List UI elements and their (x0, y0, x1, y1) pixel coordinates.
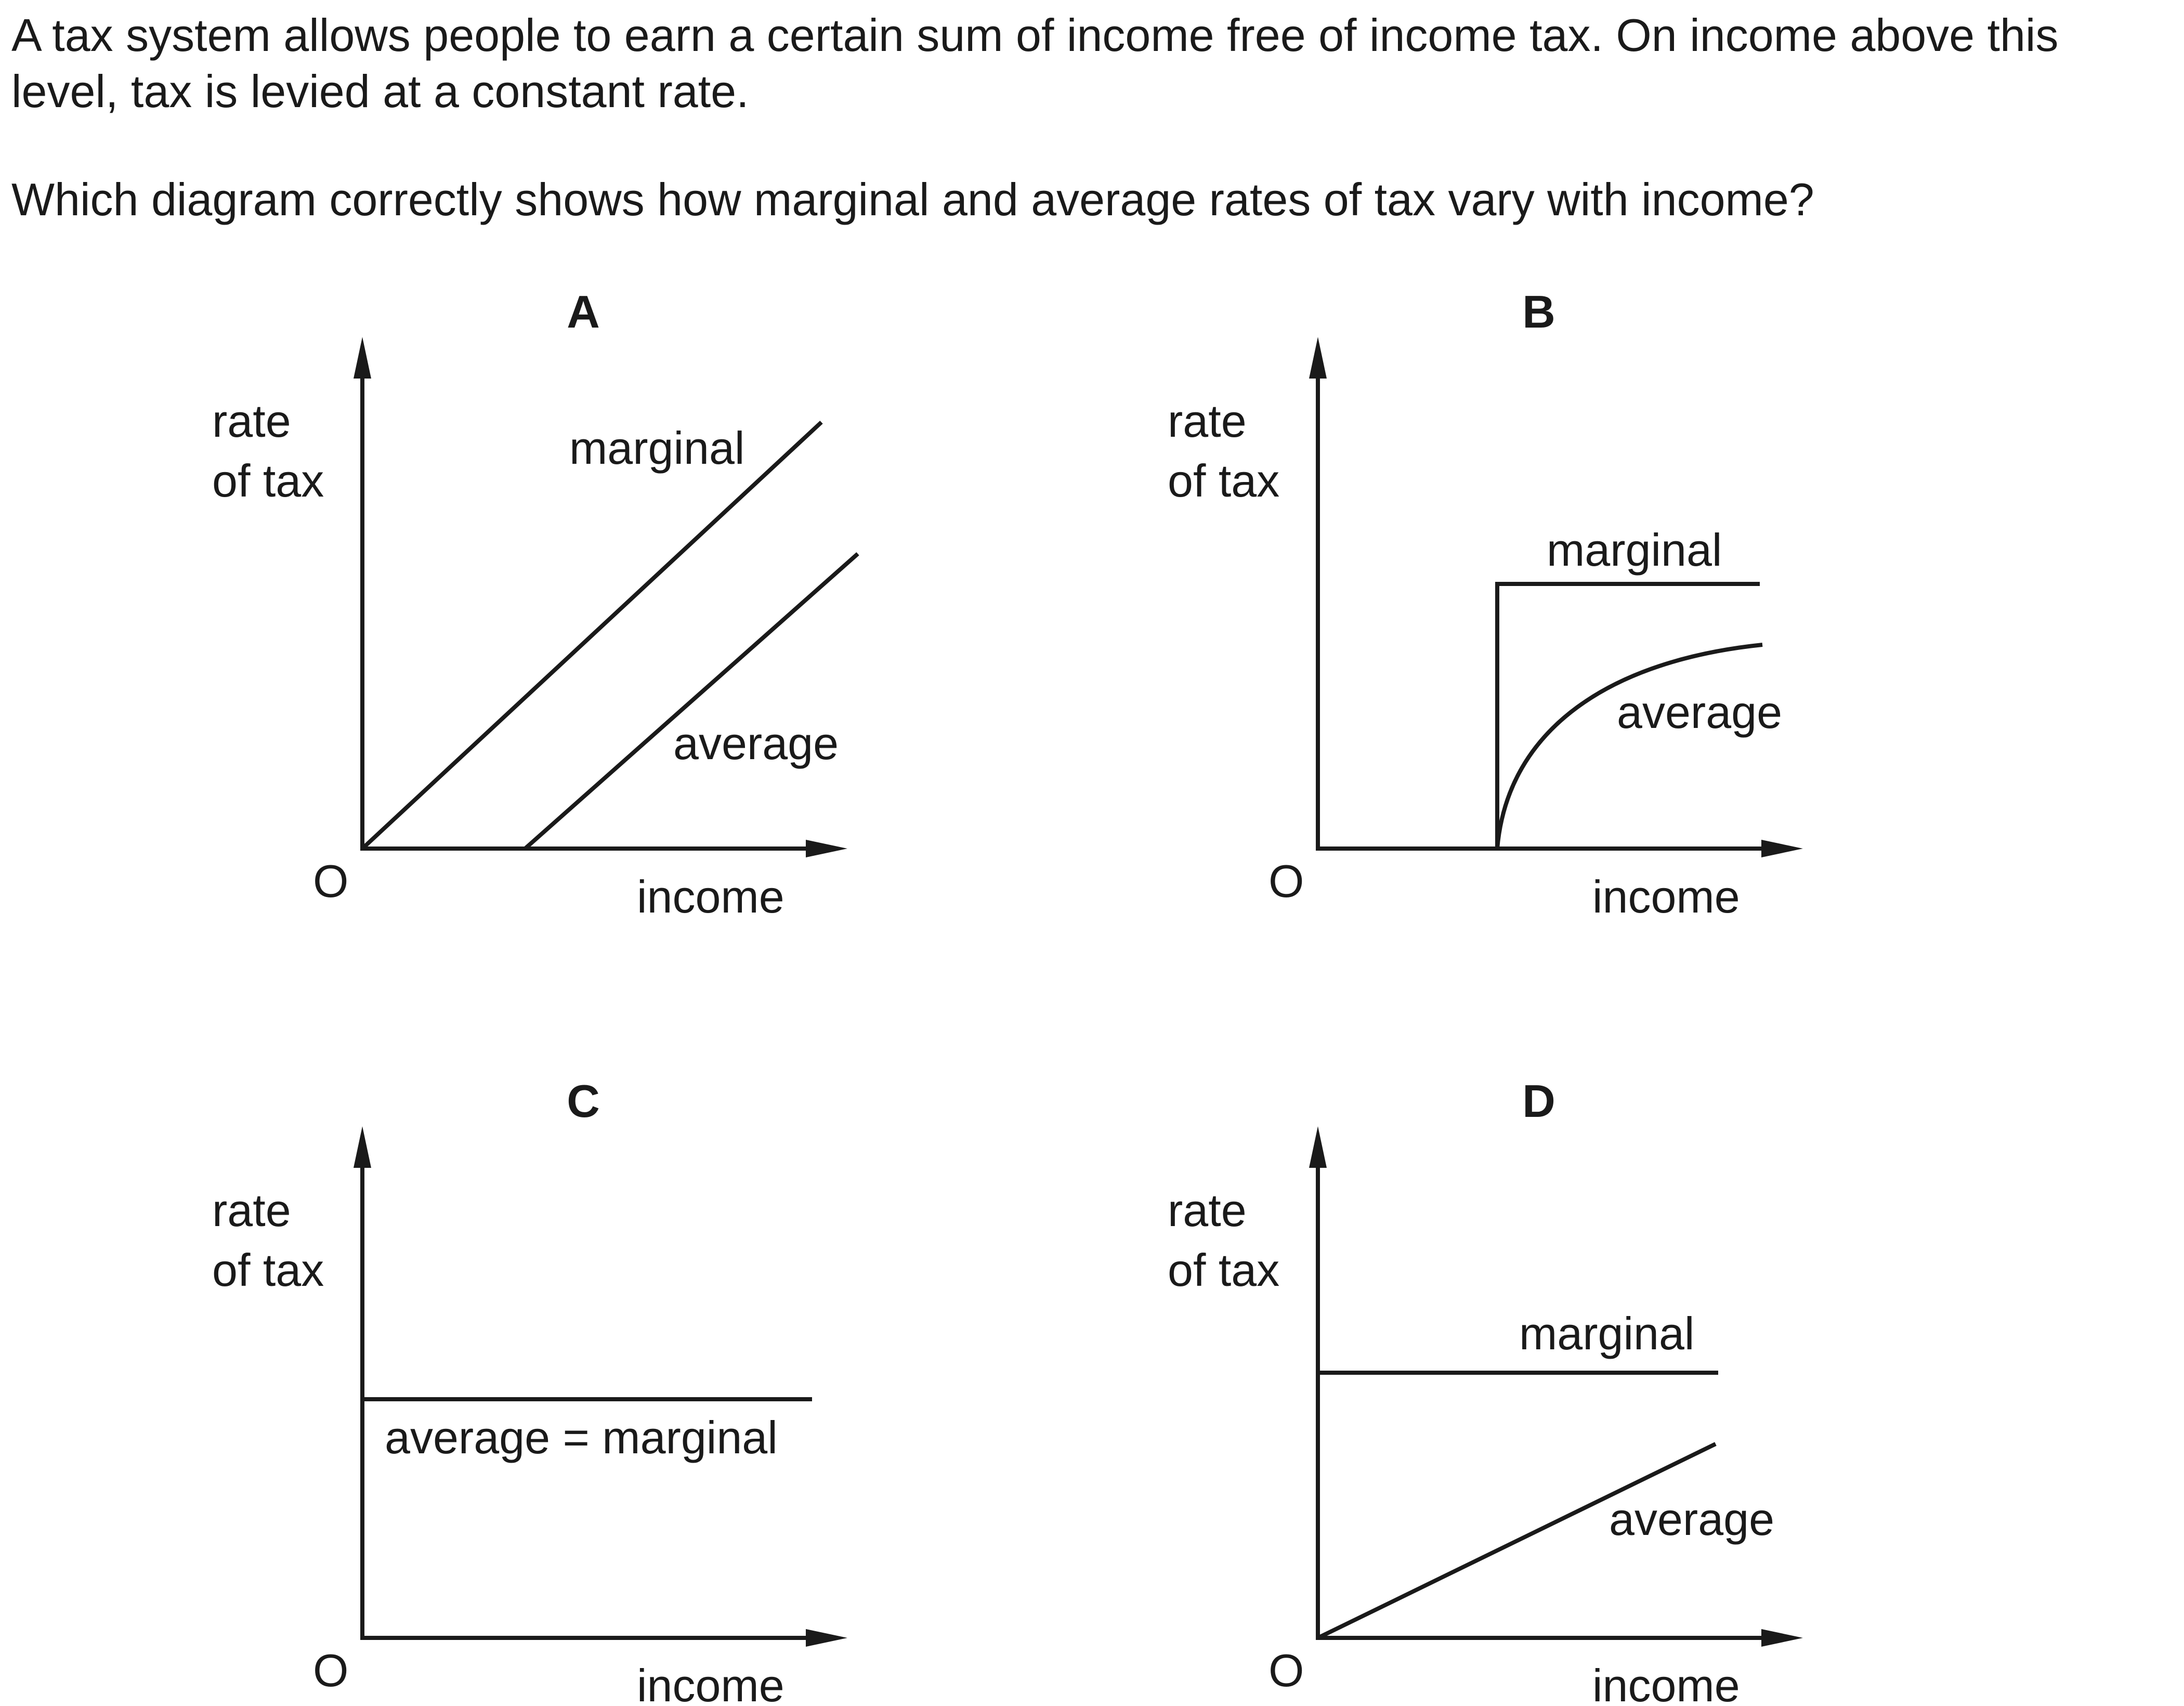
diagram-a-y-arrow (354, 337, 371, 379)
diagram-d-y-arrow (1309, 1126, 1327, 1168)
diagram-a-average-line (524, 552, 859, 850)
diagram-d-y-label-line1: rate (1168, 1184, 1247, 1236)
diagram-d-marginal-label: marginal (1519, 1308, 1694, 1359)
diagram-c-combined-label: average = marginal (385, 1412, 778, 1463)
diagram-b-average-label: average (1617, 686, 1782, 738)
diagram-b-letter: B (1522, 286, 1555, 337)
diagram-d: D rate of tax O income marginal average (1168, 1075, 1803, 1706)
diagram-b-marginal-line (1495, 582, 1760, 849)
diagram-b-y-label-line1: rate (1168, 395, 1247, 447)
diagram-a-origin: O (313, 855, 348, 907)
diagram-c-x-arrow (806, 1629, 847, 1647)
diagram-b-x-label: income (1592, 871, 1740, 922)
diagram-d-x-label: income (1592, 1660, 1740, 1706)
diagram-a-marginal-line (361, 421, 823, 850)
diagram-c: C rate of tax O income average = margina… (212, 1075, 847, 1706)
diagram-d-letter: D (1522, 1075, 1555, 1127)
diagram-a-marginal-label: marginal (569, 422, 744, 474)
diagram-d-average-line (1317, 1442, 1717, 1640)
diagram-a: A rate of tax O income marginal average (212, 286, 859, 922)
diagram-a-x-arrow (806, 840, 847, 857)
diagram-c-letter: C (567, 1075, 600, 1127)
diagram-b-y-label-line2: of tax (1168, 455, 1279, 506)
diagram-b-marginal-label: marginal (1547, 524, 1722, 576)
diagram-b-origin: O (1268, 855, 1304, 907)
diagram-a-y-label-line2: of tax (212, 455, 324, 506)
diagram-d-average-label: average (1609, 1493, 1774, 1545)
diagram-c-y-arrow (354, 1126, 371, 1168)
diagram-d-origin: O (1268, 1645, 1304, 1696)
diagram-c-x-label: income (637, 1660, 784, 1706)
diagram-a-letter: A (567, 286, 600, 337)
question-intro: A tax system allows people to earn a cer… (11, 9, 2059, 117)
diagram-d-y-label-line2: of tax (1168, 1244, 1279, 1296)
diagram-b-average-curve (1495, 643, 1763, 849)
diagram-c-y-label-line1: rate (212, 1184, 291, 1236)
diagram-a-x-label: income (637, 871, 784, 922)
diagram-c-origin: O (313, 1645, 348, 1696)
diagram-a-y-label-line1: rate (212, 395, 291, 447)
diagram-a-average-label: average (673, 718, 839, 769)
diagram-b-x-arrow (1761, 840, 1803, 857)
question-prompt: Which diagram correctly shows how margin… (11, 174, 1814, 225)
diagram-b-y-arrow (1309, 337, 1327, 379)
diagram-b: B rate of tax O income marginal average (1168, 286, 1803, 922)
diagram-c-y-label-line2: of tax (212, 1244, 324, 1296)
diagram-d-x-arrow (1761, 1629, 1803, 1647)
